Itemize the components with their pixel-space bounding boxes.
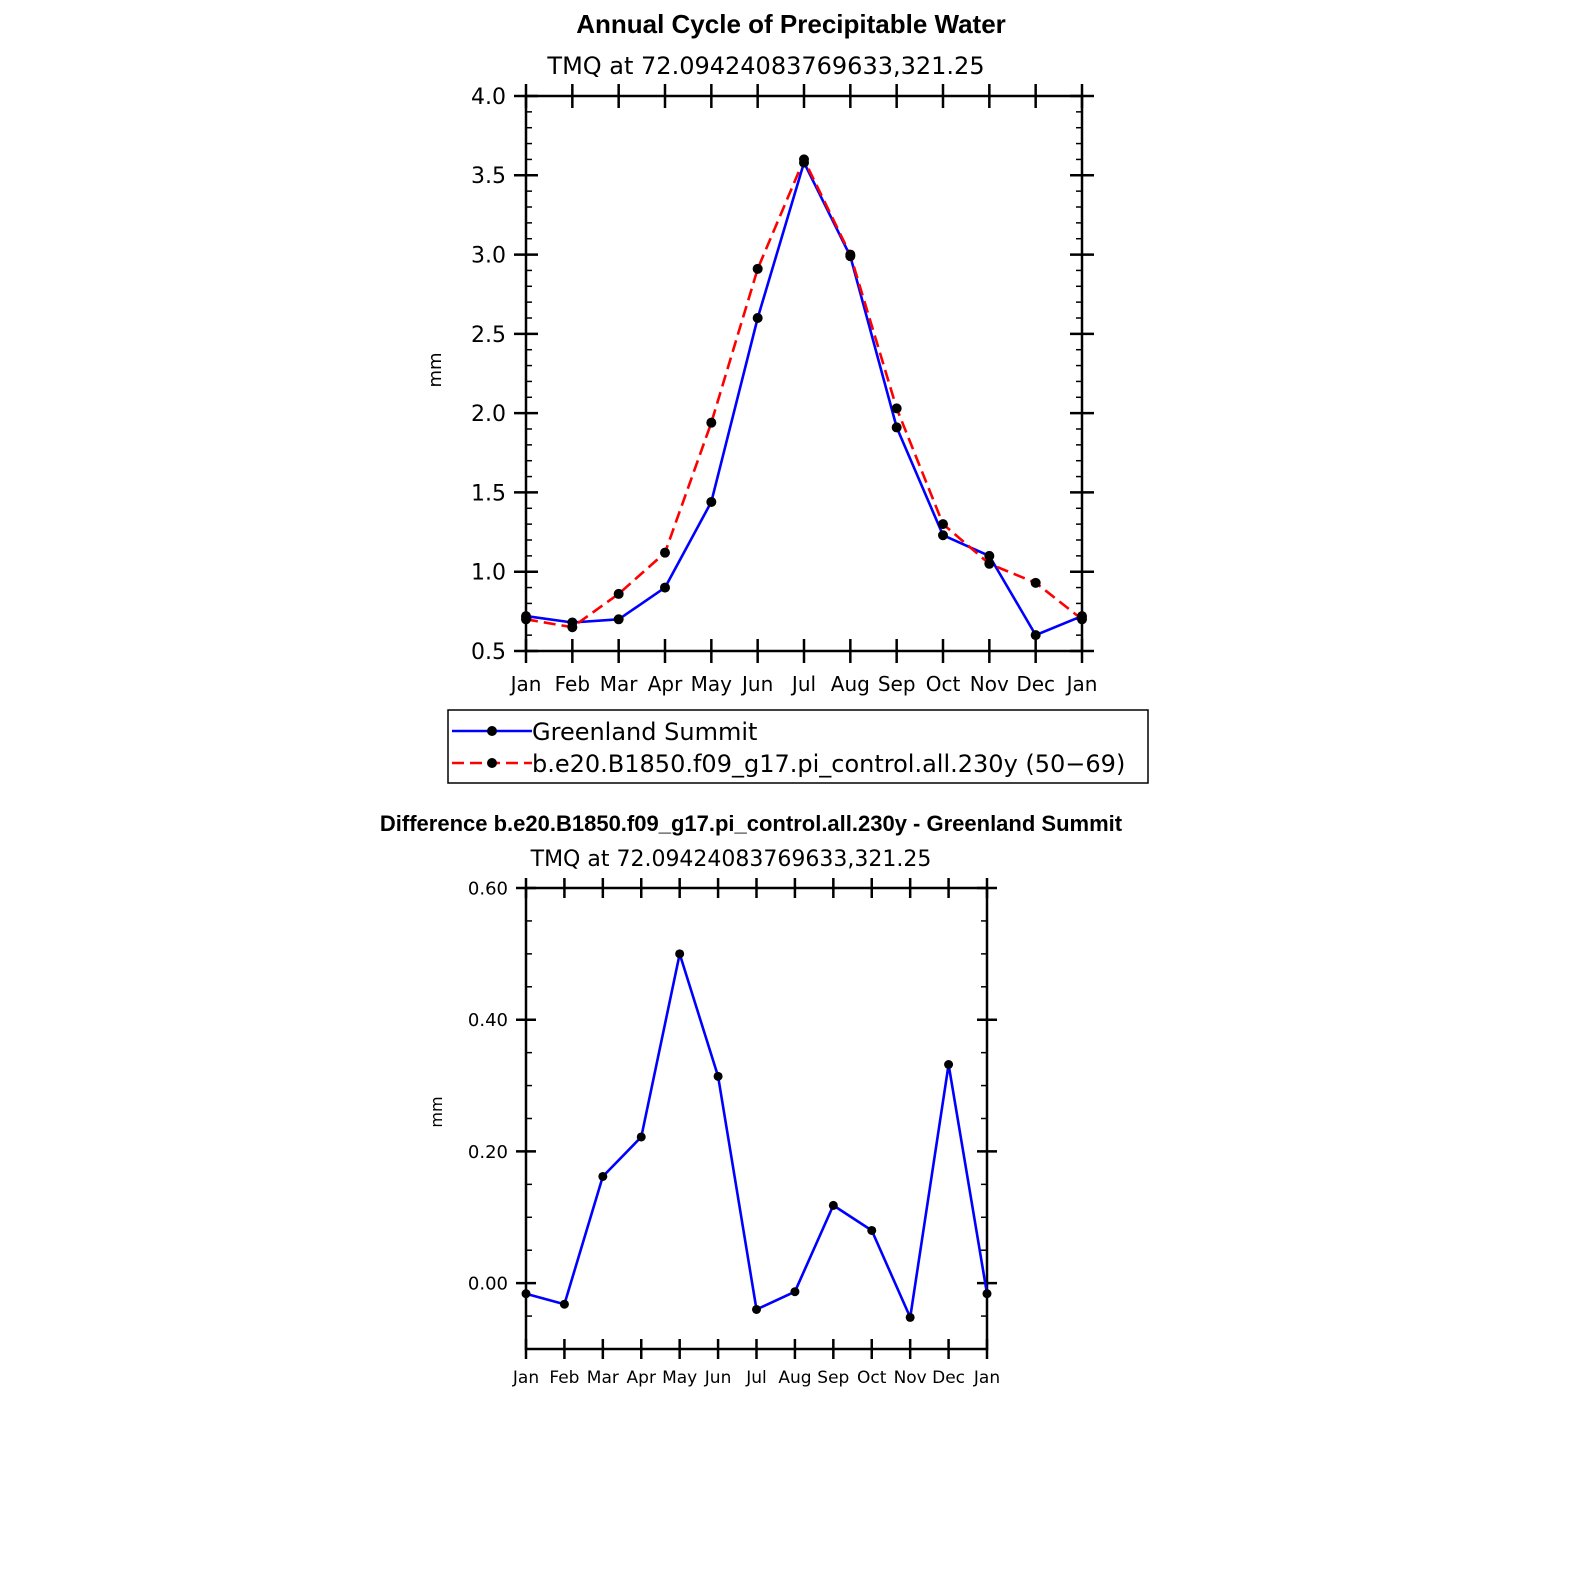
legend: Greenland Summit b.e20.B1850.f09_g17.pi_…: [447, 709, 1149, 784]
x-tick-label: Jan: [509, 672, 542, 696]
x-tick-label: Apr: [648, 672, 683, 696]
series-group: [521, 949, 992, 1322]
x-tick-label: Mar: [600, 672, 639, 696]
data-point: [891, 403, 902, 414]
legend-box: [447, 709, 1149, 784]
data-point: [938, 530, 948, 541]
y-axis-label: mm: [425, 352, 446, 387]
data-point: [891, 422, 902, 433]
legend-label-model: b.e20.B1850.f09_g17.pi_control.all.230y …: [532, 750, 1125, 778]
legend-label-greenland: Greenland Summit: [532, 718, 757, 746]
chart-subtitle: TMQ at 72.09424083769633,321.25: [530, 847, 932, 872]
x-tick-label: Aug: [778, 1368, 811, 1388]
x-tick-label: Dec: [1016, 672, 1055, 696]
data-point: [521, 1289, 531, 1299]
data-point: [905, 1312, 915, 1322]
y-tick-label: 0.00: [468, 1274, 508, 1295]
x-tick-label: Jul: [745, 1368, 767, 1388]
x-tick-label: Sep: [817, 1368, 849, 1388]
y-tick-label: 2.5: [471, 323, 506, 348]
data-point: [938, 519, 948, 530]
series-line-0: [525, 161, 1083, 637]
y-tick-label: 1.0: [471, 561, 506, 586]
data-point: [828, 1200, 838, 1210]
y-tick-label: 2.0: [471, 402, 506, 427]
x-tick-label: Sep: [878, 672, 916, 696]
x-tick-label: Nov: [894, 1368, 927, 1388]
x-tick-label: Nov: [970, 672, 1009, 696]
x-tick-label: Jul: [790, 672, 816, 696]
data-point: [752, 263, 763, 274]
data-point: [944, 1059, 954, 1069]
axis-frame: [524, 886, 989, 1351]
x-tick-label: May: [662, 1368, 697, 1388]
data-point: [521, 614, 531, 625]
y-axis-label: mm: [427, 1096, 446, 1127]
data-point: [598, 1171, 608, 1181]
y-tick-label: 3.5: [471, 164, 506, 189]
data-point: [1030, 577, 1041, 588]
data-point: [982, 1289, 992, 1299]
chart-annual-cycle: Annual Cycle of Precipitable Water TMQ a…: [425, 9, 1149, 784]
x-tick-label: Mar: [587, 1368, 619, 1388]
x-tick-label: Jun: [704, 1368, 732, 1388]
legend-marker-greenland: [487, 726, 497, 736]
data-point: [706, 496, 717, 507]
data-point: [1030, 630, 1041, 641]
x-tick-label: Jan: [973, 1368, 1000, 1388]
x-tick-label: Jun: [740, 672, 773, 696]
y-tick-label: 0.40: [468, 1010, 508, 1031]
x-tick-label: Jan: [1065, 672, 1098, 696]
data-point: [845, 249, 856, 260]
y-tick-label: 0.5: [471, 640, 506, 665]
x-tick-label: Apr: [627, 1368, 656, 1388]
data-point: [636, 1132, 646, 1142]
data-point: [867, 1225, 877, 1235]
chart-title: Difference b.e20.B1850.f09_g17.pi_contro…: [380, 811, 1123, 836]
y-tick-label: 0.20: [468, 1142, 508, 1163]
y-tick-label: 3.0: [471, 243, 506, 268]
x-tick-label: Aug: [831, 672, 870, 696]
data-point: [752, 1304, 761, 1314]
data-point: [752, 313, 763, 323]
data-point: [613, 588, 624, 599]
plot-area: Jan Feb Mar Apr May Jun Jul Aug Sep Oct Nov Dec Jan0…: [471, 84, 1097, 696]
series-group: [521, 154, 1087, 641]
data-point: [706, 417, 717, 428]
y-tick-label: 1.5: [471, 481, 506, 506]
y-tick-label: 4.0: [471, 85, 506, 110]
series-line-1: [525, 158, 1083, 629]
data-point: [984, 558, 995, 569]
data-point: [799, 154, 809, 165]
chart-difference: Difference b.e20.B1850.f09_g17.pi_contro…: [380, 811, 1123, 1388]
data-point: [613, 614, 624, 625]
legend-marker-model: [487, 758, 497, 768]
data-point: [1077, 614, 1087, 625]
data-point: [675, 949, 685, 959]
x-tick-label: Jan: [512, 1368, 539, 1388]
data-point: [713, 1071, 723, 1081]
series-line-0: [525, 952, 989, 1319]
data-point: [559, 1299, 569, 1309]
x-tick-label: Oct: [857, 1368, 887, 1388]
x-tick-label: Oct: [926, 672, 961, 696]
x-tick-label: May: [691, 672, 733, 696]
data-point: [984, 550, 995, 561]
x-tick-label: Dec: [932, 1368, 965, 1388]
x-tick-label: Feb: [549, 1368, 579, 1388]
data-point: [790, 1287, 800, 1297]
x-tick-label: Feb: [555, 672, 590, 696]
chart-title: Annual Cycle of Precipitable Water: [576, 9, 1006, 39]
data-point: [660, 547, 670, 558]
plot-area: Jan Feb Mar Apr May Jun Jul Aug Sep Oct Nov Dec Jan 0…: [468, 878, 1000, 1388]
data-point: [567, 622, 578, 633]
data-point: [660, 582, 670, 593]
chart-subtitle: TMQ at 72.09424083769633,321.25: [546, 52, 984, 80]
y-tick-label: 0.60: [468, 878, 508, 899]
